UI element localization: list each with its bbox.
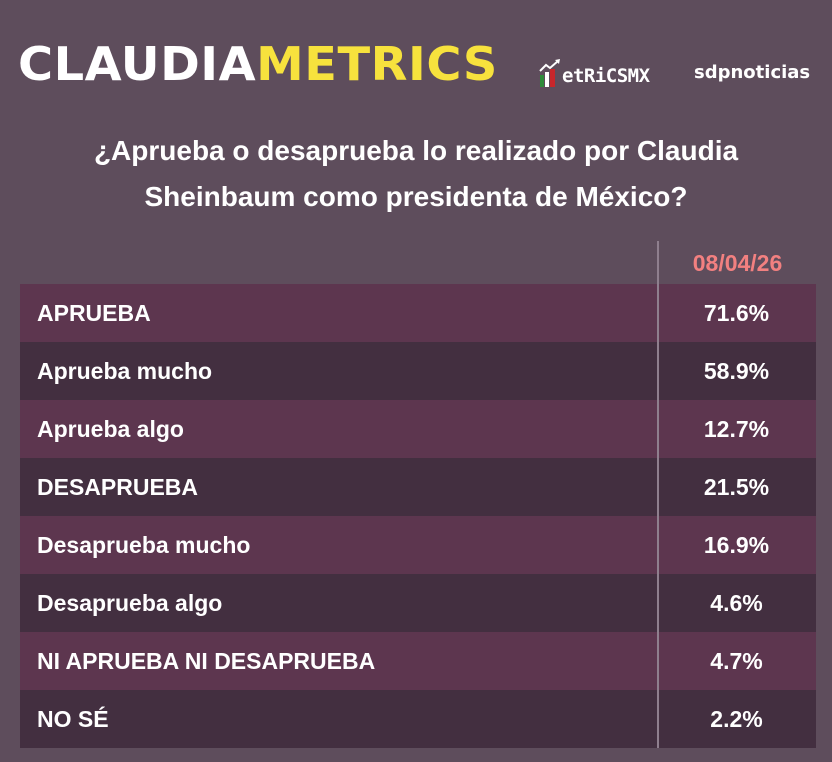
question-line-1: ¿Aprueba o desaprueba lo realizado por C… (93, 135, 739, 166)
row-label: Aprueba mucho (37, 357, 213, 384)
row-label: Desaprueba mucho (37, 531, 251, 558)
row-value: 4.7% (710, 647, 763, 674)
metricsmx-logo-icon (539, 59, 561, 89)
row-label: NI APRUEBA NI DESAPRUEBA (37, 647, 376, 674)
question-line-2: Sheinbaum como presidenta de México? (144, 181, 688, 212)
metricsmx-logo: etRiCSMX (539, 55, 650, 89)
brand-part-claudia: CLAUDIA (18, 37, 257, 91)
table-row: APRUEBA 71.6% (20, 284, 816, 342)
results-table: APRUEBA 71.6% Aprueba mucho 58.9% Aprueb… (20, 284, 816, 748)
table-row: Desaprueba mucho 16.9% (20, 516, 816, 574)
row-value: 16.9% (703, 531, 770, 558)
survey-question: ¿Aprueba o desaprueba lo realizado por C… (0, 128, 832, 220)
row-value: 4.6% (710, 589, 763, 616)
row-label: Desaprueba algo (37, 589, 223, 616)
row-label: Aprueba algo (37, 415, 184, 442)
row-label: NO SÉ (37, 705, 109, 732)
row-value: 21.5% (703, 473, 770, 500)
table-row: Aprueba algo 12.7% (20, 400, 816, 458)
brand-part-metrics: METRICS (256, 37, 498, 91)
metricsmx-text: etRiCSMX (562, 65, 650, 87)
sdpnoticias-logo: sdpnoticias (694, 62, 811, 83)
claudiametrics-logo: CLAUDIAMETRICS (18, 34, 498, 94)
row-value: 12.7% (703, 415, 770, 442)
row-label: APRUEBA (37, 299, 151, 326)
row-value: 2.2% (710, 705, 763, 732)
row-value: 58.9% (703, 357, 770, 384)
header: CLAUDIAMETRICS etRiCSMX sdpnoticias (0, 0, 832, 110)
row-value: 71.6% (703, 299, 770, 326)
row-label: DESAPRUEBA (37, 473, 199, 500)
table-row: NO SÉ 2.2% (20, 690, 816, 748)
column-divider (657, 241, 659, 748)
table-row: DESAPRUEBA 21.5% (20, 458, 816, 516)
table-row: NI APRUEBA NI DESAPRUEBA 4.7% (20, 632, 816, 690)
column-header-date: 08/04/26 (692, 250, 783, 276)
table-row: Aprueba mucho 58.9% (20, 342, 816, 400)
table-row: Desaprueba algo 4.6% (20, 574, 816, 632)
